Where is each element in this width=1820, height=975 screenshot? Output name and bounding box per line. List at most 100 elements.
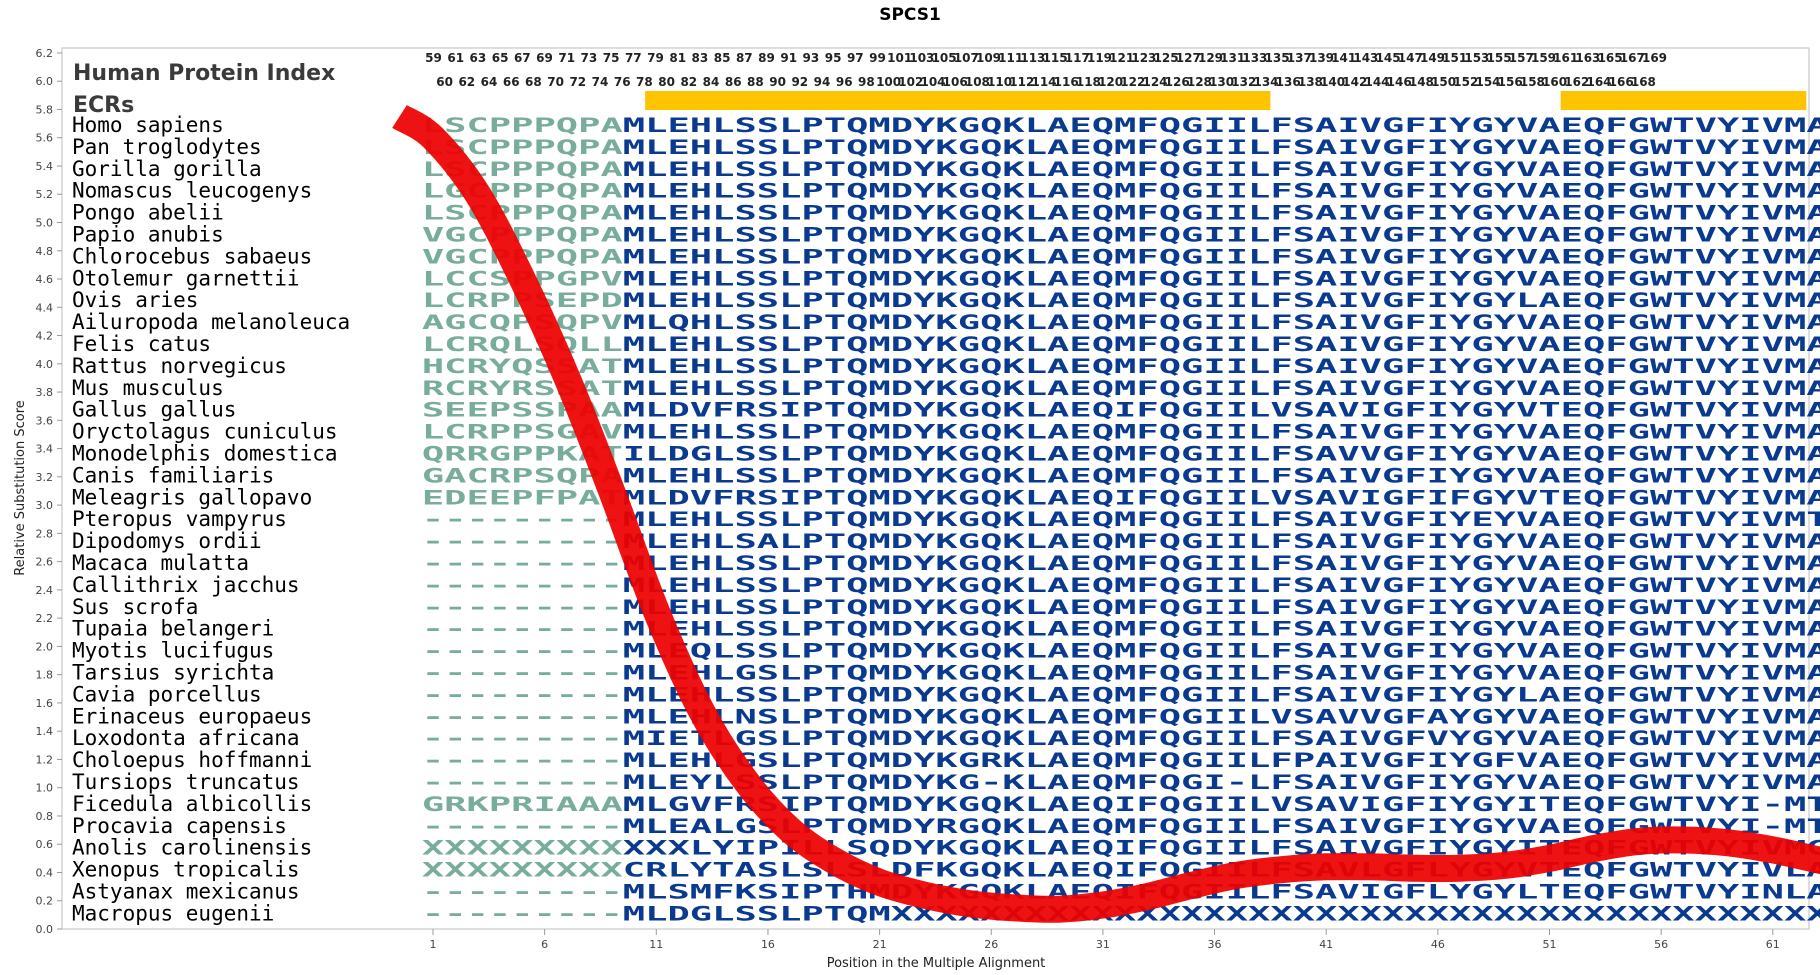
protein-index-label: 114	[1031, 75, 1056, 89]
protein-index-label: 122	[1120, 75, 1145, 89]
x-tick-label: 31	[1096, 938, 1110, 951]
protein-index-label: 144	[1364, 75, 1389, 89]
protein-index-label: 60	[436, 75, 453, 89]
x-tick-label: 51	[1543, 938, 1557, 951]
species-name: Choloepus hoffmanni	[72, 748, 312, 772]
protein-index-label: 82	[680, 75, 697, 89]
species-name: Pongo abelii	[72, 201, 224, 225]
protein-index-label: 64	[481, 75, 498, 89]
species-name: Macaca mulatta	[72, 551, 249, 575]
substitution-score-curve	[392, 104, 1820, 923]
protein-index-label: 109	[976, 51, 1001, 65]
ecrs-header: ECRs	[73, 93, 134, 118]
protein-index-label: 66	[503, 75, 520, 89]
protein-index-label: 110	[987, 75, 1012, 89]
protein-index-label: 152	[1453, 75, 1478, 89]
x-axis-label: Position in the Multiple Alignment	[827, 956, 1046, 971]
y-tick-label: 5.8	[36, 103, 54, 116]
protein-index-label: 85	[714, 51, 731, 65]
y-tick-label: 3.6	[36, 414, 54, 427]
protein-index-label: 150	[1431, 75, 1456, 89]
protein-index-label: 136	[1276, 75, 1301, 89]
chart-title: SPCS1	[879, 5, 941, 25]
protein-index-label: 147	[1398, 51, 1423, 65]
protein-index-label: 77	[625, 51, 642, 65]
protein-index-label: 76	[614, 75, 631, 89]
x-tick-label: 61	[1766, 938, 1780, 951]
protein-index-label: 116	[1054, 75, 1079, 89]
x-axis: 1611162126313641465156616671768186919610…	[430, 929, 1780, 951]
ecr-bars	[645, 91, 1807, 110]
y-tick-label: 5.4	[36, 160, 54, 173]
protein-index-label: 115	[1043, 51, 1068, 65]
x-tick-label: 21	[873, 938, 887, 951]
protein-index-label: 127	[1176, 51, 1201, 65]
protein-index-label: 128	[1187, 75, 1212, 89]
protein-index-label: 133	[1242, 51, 1267, 65]
protein-index-label: 154	[1475, 75, 1500, 89]
species-name: Sus scrofa	[72, 595, 198, 619]
protein-index-label: 155	[1487, 51, 1512, 65]
protein-index-label: 120	[1098, 75, 1123, 89]
y-tick-label: 0.0	[36, 923, 54, 936]
protein-index-label: 124	[1142, 75, 1167, 89]
protein-index-label: 113	[1020, 51, 1045, 65]
protein-index-label: 93	[803, 51, 820, 65]
y-tick-label: 4.8	[36, 245, 54, 258]
species-name: Monodelphis domestica	[72, 442, 338, 466]
protein-index-label: 75	[603, 51, 620, 65]
protein-index-label: 119	[1087, 51, 1112, 65]
protein-index-label: 80	[658, 75, 675, 89]
protein-index-label: 132	[1231, 75, 1256, 89]
y-tick-label: 1.2	[36, 753, 54, 766]
protein-index-label: 97	[847, 51, 864, 65]
protein-index-label: 165	[1598, 51, 1623, 65]
x-tick-label: 46	[1431, 938, 1445, 951]
species-name: Macropus eugenii	[72, 901, 274, 925]
y-tick-label: 6.0	[36, 75, 54, 88]
protein-index-label: 123	[1131, 51, 1156, 65]
protein-index-label: 107	[954, 51, 979, 65]
species-name: Xenopus tropicalis	[72, 858, 300, 882]
protein-index-header: Human Protein Index	[73, 61, 335, 86]
protein-index-label: 149	[1420, 51, 1445, 65]
protein-index-label: 78	[636, 75, 653, 89]
protein-index-label: 90	[769, 75, 786, 89]
protein-index-label: 67	[514, 51, 531, 65]
protein-index-label: 72	[569, 75, 586, 89]
protein-index-label: 79	[647, 51, 664, 65]
protein-index-label: 89	[758, 51, 775, 65]
species-name: Procavia capensis	[72, 814, 287, 838]
protein-index-label: 100	[876, 75, 901, 89]
protein-index-label: 142	[1342, 75, 1367, 89]
species-name: Ficedula albicollis	[72, 792, 312, 816]
y-tick-label: 0.2	[36, 895, 54, 908]
species-name: Myotis lucifugus	[72, 639, 274, 663]
protein-index-label: 140	[1320, 75, 1345, 89]
protein-index-label: 146	[1387, 75, 1412, 89]
species-name: Tursiops truncatus	[72, 770, 300, 794]
protein-index-label: 151	[1442, 51, 1467, 65]
protein-index-label: 63	[470, 51, 487, 65]
y-tick-label: 6.2	[36, 47, 54, 60]
y-tick-label: 2.0	[36, 640, 54, 653]
protein-index-label: 112	[1009, 75, 1034, 89]
